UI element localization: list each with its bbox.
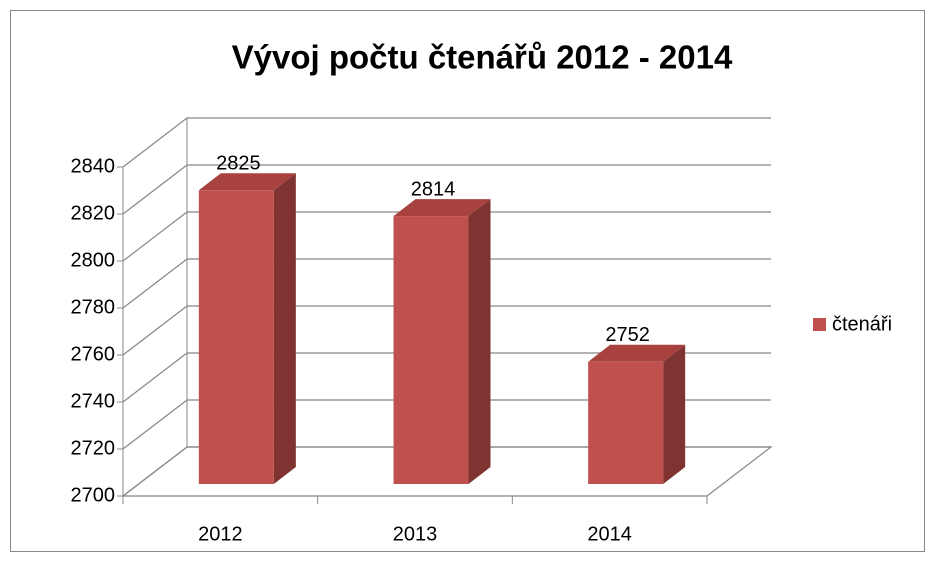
- y-tick-label: 2760: [71, 343, 116, 365]
- legend-swatch: [813, 318, 826, 331]
- y-tick-label: 2740: [71, 390, 116, 412]
- bar-top: [393, 199, 491, 217]
- y-tick-label: 2820: [71, 202, 116, 224]
- y-tick-label: 2840: [71, 155, 116, 177]
- bar-side: [468, 199, 491, 484]
- bar-top: [588, 344, 686, 362]
- data-label: 2752: [605, 324, 650, 346]
- x-tick-label: 2014: [587, 523, 632, 545]
- chart-title: Vývoj počtu čtenářů 2012 - 2014: [232, 39, 733, 76]
- data-label: 2825: [216, 153, 261, 175]
- bar: [198, 190, 274, 484]
- legend-label: čtenáři: [832, 313, 892, 335]
- y-tick-label: 2800: [71, 249, 116, 271]
- bar-top: [198, 173, 296, 191]
- x-tick-label: 2013: [393, 523, 438, 545]
- x-tick-label: 2012: [198, 523, 243, 545]
- bar: [588, 361, 664, 484]
- y-tick-label: 2780: [71, 296, 116, 318]
- bar: [393, 216, 469, 484]
- bar-side: [663, 344, 686, 484]
- data-label: 2814: [411, 178, 456, 200]
- bar-side: [273, 173, 296, 484]
- y-tick-label: 2720: [71, 437, 116, 459]
- y-tick-label: 2700: [71, 484, 116, 506]
